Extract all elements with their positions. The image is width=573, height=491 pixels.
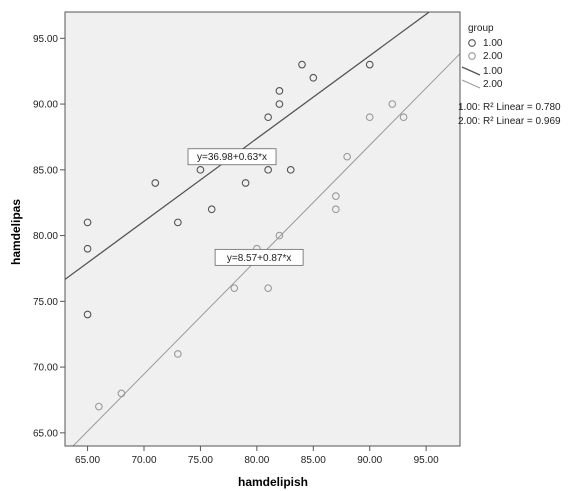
fit-equation-label-group-2.00: y=8.57+0.87*x bbox=[214, 248, 304, 266]
data-point-group-2.00 bbox=[264, 284, 272, 293]
x-axis-title: hamdelipish bbox=[238, 475, 308, 489]
y-tick-label: 90.00 bbox=[33, 100, 58, 111]
legend-marker-icon bbox=[468, 39, 476, 47]
y-tick-label: 75.00 bbox=[33, 297, 58, 308]
data-point-group-1.00 bbox=[365, 60, 374, 69]
axes: 65.00 70.00 75.00 80.00 85.00 90.00 95.00 65.00… bbox=[33, 11, 461, 466]
data-point-group-1.00 bbox=[309, 73, 318, 82]
x-tick-label: 70.00 bbox=[131, 455, 156, 466]
data-point-group-1.00 bbox=[174, 218, 182, 227]
plot-frame bbox=[64, 11, 461, 447]
r2-label: 2.00: R² Linear = 0.969 bbox=[458, 116, 561, 127]
x-tick-label: 95.00 bbox=[414, 455, 439, 466]
data-point-group-2.00 bbox=[275, 231, 284, 240]
data-point-group-1.00 bbox=[275, 100, 284, 108]
data-point-group-1.00 bbox=[83, 310, 92, 319]
data-point-group-1.00 bbox=[298, 60, 306, 69]
y-tick-label: 70.00 bbox=[33, 363, 58, 374]
fit-equation-text: y=8.57+0.87*x bbox=[227, 253, 292, 264]
data-point-group-1.00 bbox=[275, 87, 284, 95]
fit-equation-text: y=36.98+0.63*x bbox=[197, 152, 267, 163]
y-tick-label: 95.00 bbox=[33, 34, 58, 45]
fit-equation-label-group-1.00: y=36.98+0.63*x bbox=[187, 148, 277, 166]
data-point-group-1.00 bbox=[286, 165, 295, 174]
data-point-group-2.00 bbox=[365, 113, 374, 122]
data-point-group-2.00 bbox=[332, 192, 340, 200]
y-tick-label: 65.00 bbox=[33, 428, 58, 439]
plot-area: y=36.98+0.63*x y=8.57+0.87*x bbox=[65, 12, 460, 446]
legend-line-icon bbox=[461, 66, 481, 76]
data-point-group-2.00 bbox=[230, 284, 239, 293]
data-point-group-2.00 bbox=[388, 100, 397, 108]
legend-line-label: 2.00 bbox=[483, 79, 503, 90]
x-tick-label: 80.00 bbox=[244, 455, 269, 466]
data-point-group-1.00 bbox=[196, 165, 205, 174]
legend-line-label: 1.00 bbox=[483, 66, 503, 77]
fit-line-group-1.00 bbox=[65, 12, 431, 280]
legend-marker-label: 1.00 bbox=[483, 38, 503, 49]
data-point-group-1.00 bbox=[83, 218, 92, 227]
data-point-group-1.00 bbox=[207, 205, 216, 214]
data-point-group-1.00 bbox=[83, 244, 92, 253]
y-axis-title: hamdelipas bbox=[9, 199, 23, 265]
data-point-group-2.00 bbox=[117, 389, 126, 398]
data-point-group-2.00 bbox=[399, 113, 408, 122]
y-tick-label: 80.00 bbox=[33, 231, 58, 242]
data-point-group-2.00 bbox=[332, 205, 340, 214]
data-point-group-1.00 bbox=[264, 113, 272, 122]
x-tick-label: 85.00 bbox=[301, 455, 326, 466]
data-point-group-2.00 bbox=[95, 402, 103, 411]
plot-background bbox=[65, 12, 460, 446]
data-point-group-2.00 bbox=[174, 350, 182, 358]
data-point-group-1.00 bbox=[241, 179, 250, 187]
x-tick-label: 65.00 bbox=[75, 455, 100, 466]
y-tick-label: 85.00 bbox=[33, 165, 58, 176]
legend-marker-icon bbox=[468, 52, 476, 60]
x-tick-label: 90.00 bbox=[357, 455, 382, 466]
data-point-group-1.00 bbox=[151, 179, 160, 187]
data-point-group-1.00 bbox=[264, 165, 272, 174]
legend-marker-label: 2.00 bbox=[483, 51, 503, 62]
fit-equation-box bbox=[214, 248, 304, 266]
x-tick-label: 75.00 bbox=[188, 455, 213, 466]
legend-title: group bbox=[468, 23, 494, 34]
legend: group 1.00 2.00 1.00 2.00 1.00: R² Linear = … bbox=[458, 23, 561, 127]
legend-line-icon bbox=[461, 79, 481, 89]
fit-equation-box bbox=[187, 148, 277, 166]
data-point-group-2.00 bbox=[343, 152, 351, 161]
r2-label: 1.00: R² Linear = 0.780 bbox=[458, 102, 561, 113]
